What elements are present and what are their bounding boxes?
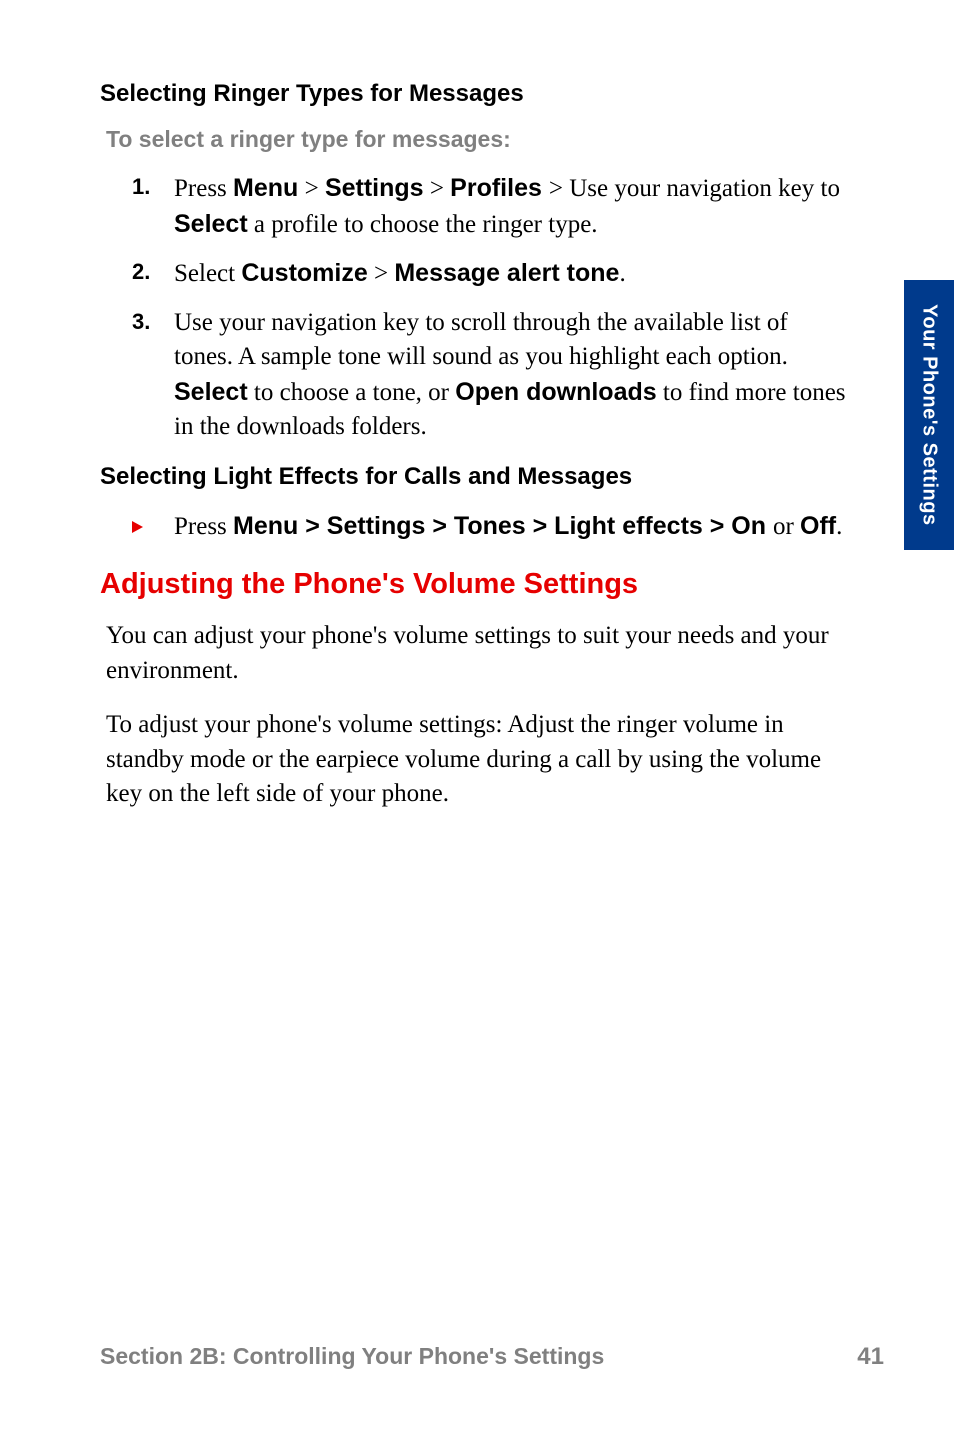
- bullet-light-effects: Press Menu > Settings > Tones > Light ef…: [100, 509, 850, 545]
- page-number: 41: [857, 1343, 884, 1371]
- step-3-number: 3.: [132, 306, 174, 445]
- bullet-body: Press Menu > Settings > Tones > Light ef…: [174, 509, 842, 545]
- step-2-number: 2.: [132, 256, 174, 292]
- step-1: 1. Press Menu > Settings > Profiles > Us…: [132, 171, 850, 242]
- step-3-body: Use your navigation key to scroll throug…: [174, 306, 850, 445]
- step-2-body: Select Customize > Message alert tone.: [174, 256, 626, 292]
- page-container: Selecting Ringer Types for Messages To s…: [0, 0, 954, 1431]
- ordered-steps: 1. Press Menu > Settings > Profiles > Us…: [100, 171, 850, 445]
- step-2: 2. Select Customize > Message alert tone…: [132, 256, 850, 292]
- step-1-body: Press Menu > Settings > Profiles > Use y…: [174, 171, 850, 242]
- footer-section-label: Section 2B: Controlling Your Phone's Set…: [100, 1343, 604, 1370]
- sub-heading-ringer-types: Selecting Ringer Types for Messages: [100, 80, 850, 108]
- sub-heading-light-effects: Selecting Light Effects for Calls and Me…: [100, 463, 850, 491]
- bullet-marker-icon: [132, 509, 174, 545]
- step-3: 3. Use your navigation key to scroll thr…: [132, 306, 850, 445]
- lead-in: To select a ringer type for messages:: [106, 126, 850, 153]
- section-title-volume: Adjusting the Phone's Volume Settings: [100, 568, 850, 601]
- paragraph-1: You can adjust your phone's volume setti…: [106, 619, 850, 688]
- side-tab: Your Phone's Settings: [904, 280, 954, 550]
- triangle-icon: [132, 521, 143, 533]
- side-tab-label: Your Phone's Settings: [918, 304, 941, 526]
- content-area: Selecting Ringer Types for Messages To s…: [100, 80, 850, 812]
- paragraph-2: To adjust your phone's volume settings: …: [106, 708, 850, 812]
- page-footer: Section 2B: Controlling Your Phone's Set…: [100, 1343, 884, 1371]
- step-1-number: 1.: [132, 171, 174, 242]
